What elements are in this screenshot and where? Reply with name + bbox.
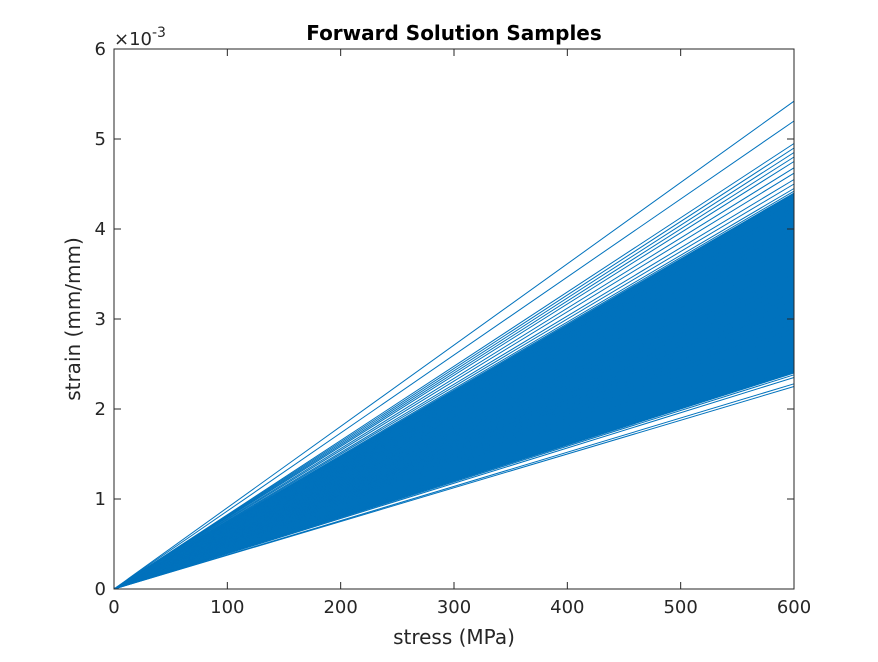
axis-ticks: 0 100 200 300 400 500 600 0 1 2 3 4 5 6 bbox=[95, 39, 812, 618]
sample-line-outlier bbox=[113, 156, 795, 590]
x-tick-label: 200 bbox=[323, 597, 357, 618]
sample-line-outlier bbox=[113, 179, 795, 590]
x-tick-label: 100 bbox=[210, 597, 244, 618]
sample-line bbox=[113, 246, 795, 590]
sample-line bbox=[113, 215, 795, 590]
sample-line bbox=[113, 363, 795, 590]
sample-line bbox=[113, 269, 795, 590]
sample-line bbox=[113, 224, 795, 590]
y-tick-label: 4 bbox=[95, 219, 106, 240]
y-tick-label: 2 bbox=[95, 399, 106, 420]
sample-line bbox=[113, 296, 795, 590]
sample-lines bbox=[113, 100, 795, 590]
sample-line bbox=[113, 341, 795, 590]
sample-line bbox=[113, 278, 795, 590]
sample-line bbox=[113, 237, 795, 590]
sample-line-outlier bbox=[113, 172, 795, 590]
sample-line bbox=[113, 219, 795, 590]
y-tick-label: 1 bbox=[95, 489, 106, 510]
sample-line-outlier bbox=[113, 167, 795, 590]
sample-line bbox=[113, 197, 795, 590]
chart-title: Forward Solution Samples bbox=[306, 21, 602, 45]
sample-line-outlier bbox=[113, 183, 795, 590]
sample-line bbox=[113, 305, 795, 590]
sample-line bbox=[113, 206, 795, 590]
y-tick-label: 0 bbox=[95, 579, 106, 600]
sample-line-outlier bbox=[113, 143, 795, 590]
sample-line bbox=[113, 345, 795, 590]
sample-line bbox=[113, 336, 795, 590]
sample-line-outlier bbox=[113, 147, 795, 590]
y-axis-label: strain (mm/mm) bbox=[61, 237, 85, 401]
sample-line bbox=[113, 273, 795, 590]
x-tick-label: 0 bbox=[108, 597, 119, 618]
sample-line bbox=[113, 350, 795, 590]
sample-line bbox=[113, 264, 795, 590]
sample-line bbox=[113, 228, 795, 590]
sample-line bbox=[113, 332, 795, 590]
x-tick-label: 600 bbox=[777, 597, 811, 618]
sample-line bbox=[113, 201, 795, 590]
x-tick-label: 400 bbox=[550, 597, 584, 618]
y-axis-exponent: ×10-3 bbox=[114, 25, 166, 50]
sample-line-outlier bbox=[113, 190, 795, 590]
sample-line bbox=[113, 314, 795, 590]
y-tick-label: 3 bbox=[95, 309, 106, 330]
sample-line-outlier bbox=[113, 386, 795, 590]
sample-line-outlier bbox=[113, 120, 795, 590]
sample-line bbox=[113, 354, 795, 590]
sample-line bbox=[113, 359, 795, 590]
sample-line bbox=[113, 309, 795, 590]
sample-line bbox=[113, 327, 795, 590]
sample-line bbox=[113, 233, 795, 590]
sample-line bbox=[113, 251, 795, 590]
sample-line bbox=[113, 260, 795, 590]
y-tick-label: 6 bbox=[95, 39, 106, 60]
sample-line bbox=[113, 291, 795, 590]
x-tick-label: 300 bbox=[437, 597, 471, 618]
x-tick-label: 500 bbox=[663, 597, 697, 618]
sample-line bbox=[113, 255, 795, 590]
sample-line-outlier bbox=[113, 377, 795, 590]
x-axis-label: stress (MPa) bbox=[393, 625, 515, 649]
sample-line bbox=[113, 287, 795, 590]
sample-line-outlier bbox=[113, 152, 795, 590]
sample-line-outlier bbox=[113, 161, 795, 590]
y-tick-label: 5 bbox=[95, 129, 106, 150]
sample-line bbox=[113, 300, 795, 590]
sample-line bbox=[113, 210, 795, 590]
y-exponent-base: ×10 bbox=[114, 29, 152, 50]
sample-line bbox=[113, 323, 795, 590]
sample-line bbox=[113, 318, 795, 590]
sample-line bbox=[113, 282, 795, 590]
sample-line bbox=[113, 368, 795, 590]
y-exponent-power: -3 bbox=[152, 25, 166, 41]
sample-line bbox=[113, 242, 795, 590]
sample-line-outlier bbox=[113, 100, 795, 590]
